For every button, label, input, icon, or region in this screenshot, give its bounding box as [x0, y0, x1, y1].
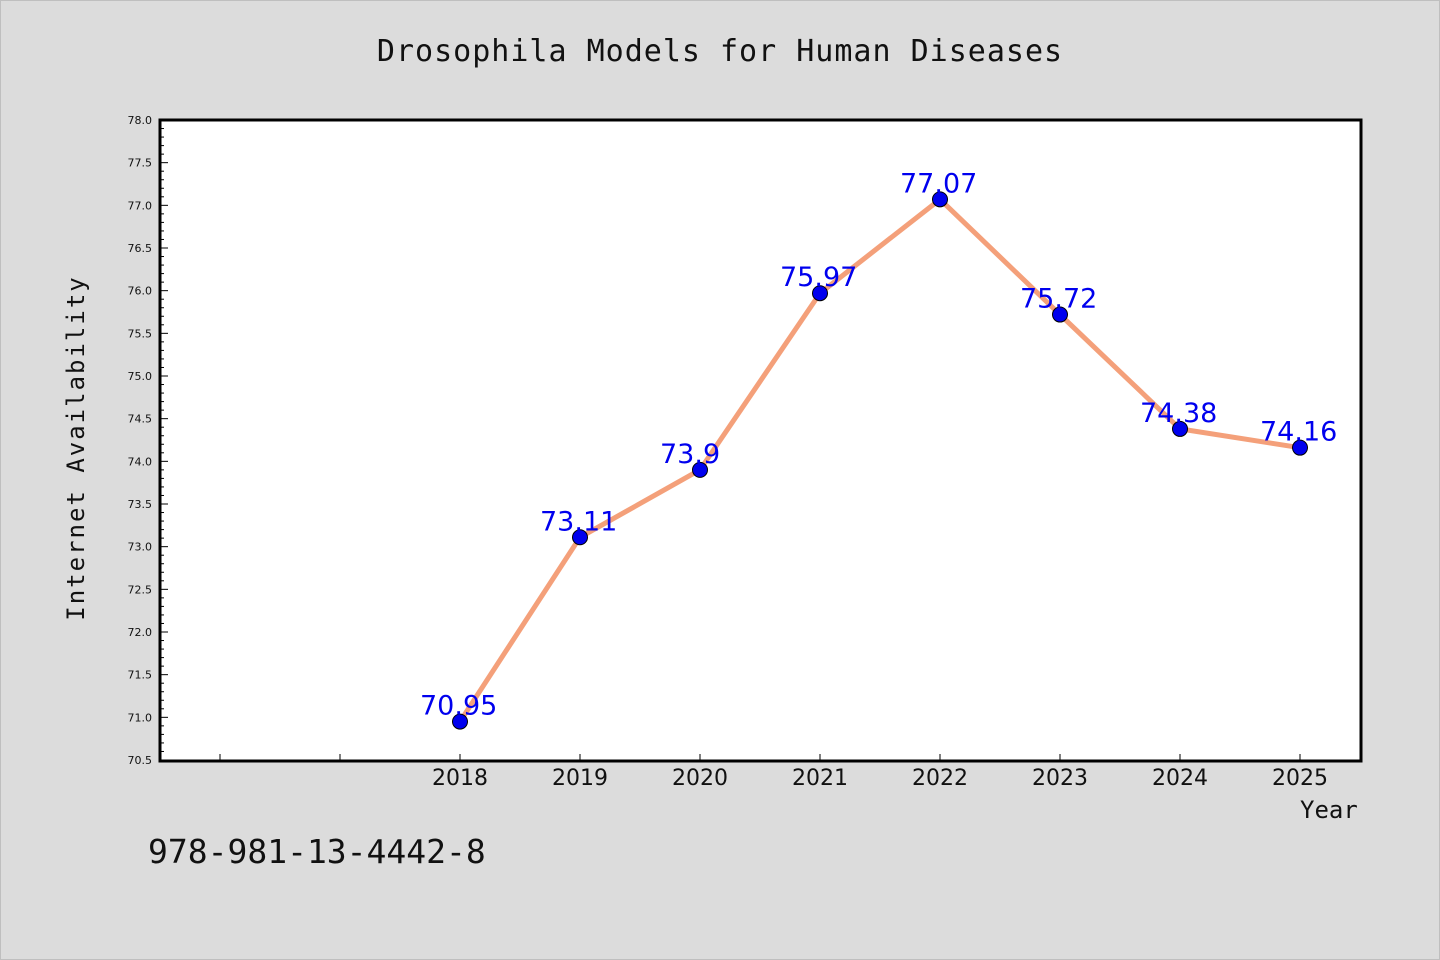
data-point: [1052, 306, 1068, 323]
y-tick-label: 77.0: [128, 199, 153, 212]
data-label: 74.38: [1140, 398, 1217, 429]
data-label: 70.95: [420, 691, 497, 722]
series-group: 70.95 73.11 73.9 75.97 77.07 75.72 74.38 74.16: [420, 168, 1337, 730]
x-tick-label: 2022: [912, 766, 968, 791]
x-tick-label: 2021: [792, 766, 848, 791]
data-point: [572, 529, 588, 546]
y-tick-label: 78.0: [128, 114, 153, 127]
y-tick-label: 75.5: [128, 327, 153, 340]
x-tick-label: 2020: [672, 766, 728, 791]
y-tick-label: 72.0: [128, 626, 153, 639]
x-tick-label: 2023: [1032, 766, 1088, 791]
y-tick-label: 71.0: [128, 711, 153, 724]
data-point: [692, 461, 708, 478]
x-tick-label: 2019: [552, 766, 608, 791]
y-tick-label: 73.0: [128, 541, 153, 554]
data-point: [812, 285, 828, 302]
x-tick-label: 2025: [1272, 766, 1328, 791]
data-point: [932, 191, 948, 208]
y-tick-label: 71.5: [128, 669, 153, 682]
y-tick-label: 72.5: [128, 583, 153, 596]
data-label: 73.9: [660, 439, 720, 470]
data-label: 77.07: [900, 168, 977, 199]
isbn-annotation: 978-981-13-4442-8: [148, 832, 486, 871]
y-tick-label: 76.5: [128, 242, 153, 255]
x-axis-label: Year: [1300, 796, 1358, 824]
series-line: [457, 196, 1303, 725]
data-label: 75.97: [780, 262, 857, 293]
plot-area: [158, 118, 1363, 763]
data-point: [1292, 439, 1308, 456]
data-point: [452, 713, 468, 730]
x-tick-label: 2018: [432, 766, 488, 791]
y-tick-label: 74.0: [128, 455, 153, 468]
data-label: 74.16: [1260, 417, 1337, 448]
x-axis: 2018 2019 2020 2021 2022 2023 2024 2025: [219, 754, 1328, 791]
chart-title: Drosophila Models for Human Diseases: [376, 34, 1064, 69]
data-label: 75.72: [1020, 284, 1097, 315]
data-label: 73.11: [540, 506, 617, 537]
data-point: [1172, 420, 1188, 437]
x-tick-label: 2024: [1152, 766, 1208, 791]
y-tick-label: 76.0: [128, 285, 153, 298]
y-tick-label: 74.5: [128, 413, 153, 426]
y-tick-label: 77.5: [128, 157, 153, 170]
y-tick-label: 70.5: [128, 754, 153, 767]
y-axis: 70.5 71.0 71.5 72.0 72.5 73.0 73.5 74.0 74.5 75.0…: [128, 114, 168, 767]
y-axis-label: Internet Availability: [62, 275, 90, 621]
y-tick-label: 73.5: [128, 498, 153, 511]
y-tick-label: 75.0: [128, 370, 153, 383]
